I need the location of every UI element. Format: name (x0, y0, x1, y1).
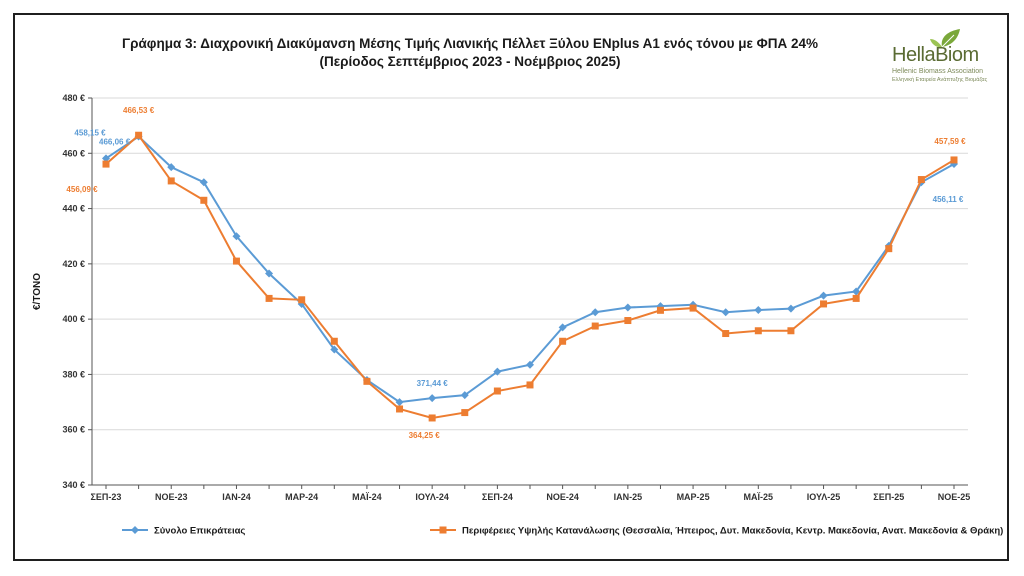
square-marker (428, 414, 436, 422)
diamond-marker (428, 394, 437, 403)
data-labels: 458,15 €466,06 € 466,53 € 456,09 € 371,44 €… (66, 106, 966, 440)
diamond-marker (526, 360, 534, 369)
square-marker (396, 405, 404, 413)
logo-name: HellaBiom (892, 44, 979, 66)
legend-diamond-marker (131, 526, 139, 534)
diamond-marker (558, 323, 567, 332)
x-tick-label: ΙΑΝ-24 (222, 492, 251, 502)
diamond-marker (591, 308, 600, 317)
diamond-marker (460, 391, 469, 400)
legend-label: Περιφέρειες Υψηλής Κατανάλωσης (Θεσσαλία… (462, 526, 1003, 537)
square-marker (917, 176, 925, 184)
legend-label: Σύνολο Επικράτειας (154, 526, 245, 537)
y-tick-label: 440 € (62, 204, 85, 214)
square-marker (689, 304, 697, 312)
y-tick-label: 360 € (62, 425, 85, 435)
data-label: 371,44 € (417, 379, 449, 388)
x-tick-label: ΙΑΝ-25 (614, 492, 643, 502)
diamond-marker (199, 178, 208, 187)
x-tick-label: ΙΟΥΛ-24 (415, 492, 448, 502)
square-marker (754, 327, 762, 335)
y-tick-label: 340 € (62, 480, 85, 490)
x-tick-label: ΣΕΠ-23 (91, 492, 122, 502)
leaf-icon (930, 29, 960, 48)
square-marker (950, 156, 958, 164)
series-line-1 (105, 133, 955, 419)
diamond-marker (330, 345, 339, 354)
square-marker (852, 294, 860, 302)
square-marker (820, 300, 828, 308)
diamond-marker (623, 303, 632, 312)
y-tick-label: 380 € (62, 369, 85, 379)
diamond-marker (819, 291, 828, 300)
x-tick-label: ΝΟΕ-24 (546, 492, 579, 502)
diamond-marker (265, 269, 274, 278)
square-marker (591, 322, 599, 330)
square-marker (265, 294, 273, 302)
series-layer (102, 131, 958, 422)
square-marker (298, 296, 306, 304)
square-marker (167, 177, 175, 185)
x-tick-label: ΜΑΡ-24 (285, 492, 318, 502)
diamond-marker (786, 304, 795, 313)
square-marker (232, 257, 240, 265)
diamond-marker (102, 154, 110, 163)
data-label: 364,25 € (409, 431, 441, 440)
square-marker (363, 377, 371, 385)
y-tick-label: 460 € (62, 148, 85, 158)
data-label: 456,11 € (933, 195, 964, 204)
data-label: 466,53 € (123, 106, 155, 115)
square-marker (624, 317, 632, 325)
x-tick-label: ΝΟΕ-25 (938, 492, 971, 502)
diamond-marker (721, 308, 730, 317)
diamond-marker (493, 367, 502, 376)
chart-frame (13, 13, 1009, 561)
hellabiom-logo: HellaBiom Hellenic Biomass Association Ε… (870, 22, 987, 92)
square-marker (722, 330, 730, 338)
axes: 340 € 360 € 380 € 400 € 420 € 440 € 460 € 480 €… (32, 93, 970, 502)
square-marker (559, 337, 567, 345)
y-tick-label: 420 € (62, 259, 85, 269)
square-marker (102, 160, 110, 168)
square-marker (526, 381, 534, 389)
x-tick-label: ΜΑΡ-25 (677, 492, 710, 502)
y-tick-label: 400 € (62, 314, 85, 324)
x-tick-label: ΣΕΠ-24 (482, 492, 513, 502)
logo-subtitle-gr: Ελληνική Εταιρεία Ανάπτυξης Βιομάζας (892, 77, 988, 83)
gridlines (92, 97, 968, 431)
x-tick-label: ΙΟΥΛ-25 (807, 492, 840, 502)
square-marker (656, 306, 664, 314)
x-tick-label: ΜΑΪ-25 (744, 492, 774, 502)
diamond-marker (167, 163, 176, 172)
data-label: 466,06 € (99, 138, 131, 147)
logo-subtitle-en: Hellenic Biomass Association (892, 68, 984, 75)
data-label: 458,15 € (74, 128, 106, 137)
square-marker (493, 387, 501, 395)
square-marker (200, 196, 208, 204)
x-tick-label: ΝΟΕ-23 (155, 492, 188, 502)
square-marker (135, 131, 143, 139)
diamond-marker (232, 232, 241, 241)
x-tick-label: ΜΑΪ-24 (352, 492, 382, 502)
chart-title: Γράφημα 3: Διαχρονική Διακύμανση Μέσης Τ… (122, 36, 818, 51)
legend-square-marker (439, 526, 447, 534)
y-axis-label: €/ΤΟΝΟ (32, 273, 43, 310)
x-tick-label: ΣΕΠ-25 (873, 492, 904, 502)
data-label: 457,59 € (934, 137, 966, 146)
legend: Σύνολο Επικράτειας Περιφέρειες Υψηλής Κατ… (122, 526, 1003, 537)
diamond-marker (395, 398, 404, 407)
diamond-marker (754, 306, 763, 315)
diamond-marker (852, 287, 861, 296)
data-label: 456,09 € (66, 185, 98, 194)
square-marker (787, 327, 795, 335)
square-marker (461, 409, 469, 417)
square-marker (330, 337, 338, 345)
chart-subtitle: (Περίοδος Σεπτέμβριος 2023 - Νοέμβριος 2… (319, 54, 621, 69)
square-marker (885, 245, 893, 253)
y-tick-label: 480 € (62, 93, 85, 103)
